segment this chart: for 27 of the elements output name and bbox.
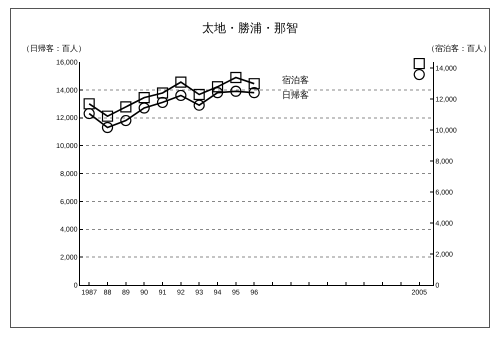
point [212, 87, 224, 98]
chart-title: 太地・勝浦・那智 [202, 21, 298, 36]
point [230, 86, 242, 97]
point [414, 68, 425, 80]
point [84, 98, 95, 110]
point [194, 88, 205, 100]
point [102, 110, 114, 122]
point [156, 96, 168, 108]
point [102, 122, 114, 134]
point [84, 108, 95, 120]
point [175, 90, 186, 102]
text: 宿泊客 [282, 75, 309, 85]
point [120, 114, 132, 126]
point [212, 81, 224, 92]
point [156, 87, 168, 99]
text: 日帰客 [282, 90, 309, 100]
y2-axis-title: （宿泊客：百人） [427, 44, 491, 53]
point [414, 58, 425, 70]
point [230, 72, 242, 84]
point [194, 100, 205, 111]
point [248, 87, 260, 98]
point [248, 78, 260, 90]
point [175, 76, 186, 88]
y-axis-title: （日帰客：百人） [22, 44, 86, 53]
point [138, 102, 150, 114]
point [138, 92, 150, 104]
point [120, 101, 132, 113]
